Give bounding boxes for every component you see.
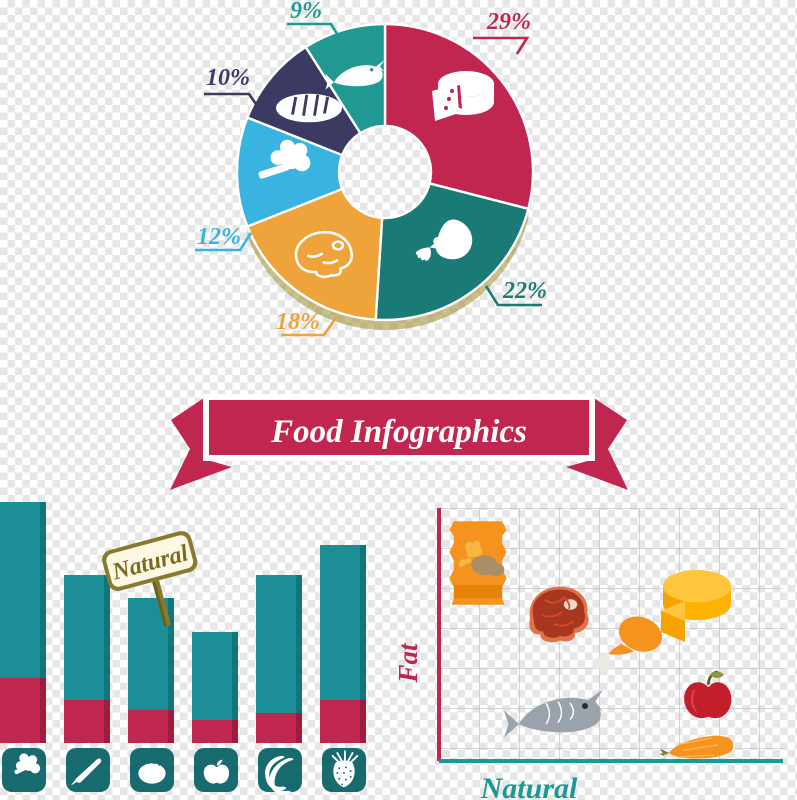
svg-text:Food Infographics: Food Infographics xyxy=(270,414,527,450)
svg-text:22%: 22% xyxy=(502,278,547,304)
svg-text:Natural: Natural xyxy=(480,772,578,800)
svg-text:18%: 18% xyxy=(276,309,320,335)
svg-text:Fat: Fat xyxy=(393,642,423,684)
svg-text:10%: 10% xyxy=(206,65,250,91)
svg-text:12%: 12% xyxy=(197,224,241,250)
svg-text:9%: 9% xyxy=(290,0,322,24)
svg-text:29%: 29% xyxy=(486,9,531,35)
